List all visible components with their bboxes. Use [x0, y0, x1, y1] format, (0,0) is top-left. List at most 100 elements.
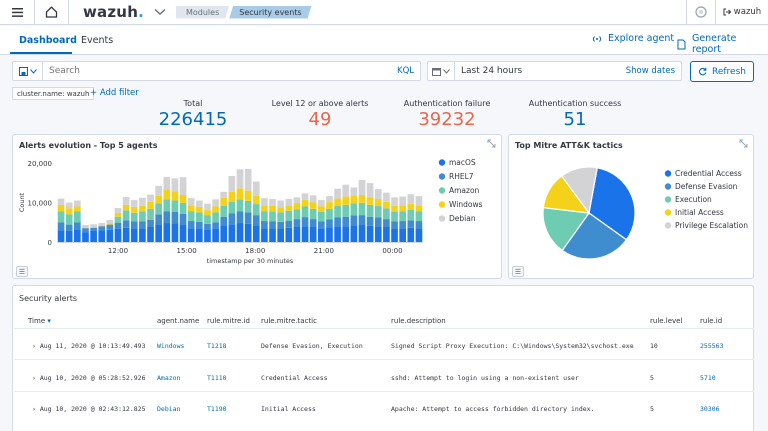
bar-segment-windows[interactable] [204, 210, 211, 216]
bar-segment-rhel7[interactable] [187, 221, 195, 229]
pie-slice-privilege-escalation[interactable] [560, 166, 598, 215]
legend-item-rhel7[interactable]: RHEL7 [449, 172, 474, 181]
bar-segment-windows[interactable] [415, 205, 423, 212]
bar-segment-macos[interactable] [228, 224, 236, 242]
bar-segment-windows[interactable] [293, 202, 301, 210]
bar-segment-windows[interactable] [114, 212, 122, 217]
bar-segment-amazon[interactable] [73, 211, 81, 223]
bar-segment-rhel7[interactable] [261, 221, 268, 229]
bar-segment-debian[interactable] [391, 197, 398, 206]
pie-slice-credential-access[interactable] [588, 167, 636, 241]
bar-segment-macos[interactable] [195, 228, 203, 242]
bar-segment-debian[interactable] [171, 178, 179, 192]
bar-segment-debian[interactable] [187, 198, 195, 206]
bar-segment-rhel7[interactable] [399, 221, 407, 229]
show-dates-link[interactable]: Show dates [625, 66, 675, 76]
bar-segment-rhel7[interactable] [326, 219, 333, 228]
bar-segment-debian[interactable] [155, 185, 163, 196]
bar-segment-debian[interactable] [179, 177, 187, 195]
bar-segment-macos[interactable] [163, 223, 171, 242]
bar-segment-rhel7[interactable] [57, 222, 65, 231]
bar-segment-windows[interactable] [147, 201, 154, 209]
bar-segment-debian[interactable] [82, 225, 89, 228]
menu-button[interactable] [0, 0, 35, 25]
saved-queries-button[interactable] [13, 62, 43, 80]
home-button[interactable] [35, 0, 69, 25]
bar-segment-rhel7[interactable] [73, 222, 81, 230]
bar-segment-macos[interactable] [415, 228, 423, 242]
column-header-time[interactable]: Time ▾ [28, 317, 51, 325]
bar-segment-macos[interactable] [285, 227, 293, 242]
bar-segment-debian[interactable] [139, 197, 146, 206]
bar-segment-debian[interactable] [73, 200, 81, 207]
cell-mitre-id[interactable]: T1110 [207, 374, 227, 382]
tab-dashboard[interactable]: Dashboard [19, 35, 77, 46]
bar-segment-amazon[interactable] [309, 208, 317, 220]
bar-segment-macos[interactable] [252, 225, 260, 242]
bar-segment-debian[interactable] [98, 223, 106, 226]
bar-segment-amazon[interactable] [147, 208, 154, 220]
bar-segment-amazon[interactable] [374, 206, 382, 218]
bar-segment-debian[interactable] [106, 219, 114, 224]
cell-rule-id[interactable]: 255563 [700, 342, 724, 350]
user-menu[interactable]: wazuh [716, 0, 768, 25]
bar-segment-debian[interactable] [244, 168, 252, 191]
legend-item[interactable]: Credential Access [675, 169, 742, 178]
bar-segment-debian[interactable] [236, 169, 244, 189]
bar-segment-debian[interactable] [293, 197, 301, 203]
cell-agent[interactable]: Windows [157, 342, 185, 350]
legend-item-debian[interactable]: Debian [449, 214, 476, 223]
bar-segment-amazon[interactable] [261, 211, 268, 222]
help-button[interactable] [686, 0, 716, 25]
bar-segment-windows[interactable] [399, 205, 407, 212]
bar-segment-macos[interactable] [374, 226, 382, 242]
bar-segment-macos[interactable] [236, 223, 244, 242]
column-header-mitre-tactic[interactable]: rule.mitre.tactic [261, 317, 317, 325]
bar-segment-rhel7[interactable] [293, 219, 301, 227]
bar-segment-amazon[interactable] [57, 211, 65, 223]
bar-segment-debian[interactable] [407, 194, 415, 204]
bar-segment-windows[interactable] [187, 205, 195, 212]
bar-segment-macos[interactable] [212, 228, 219, 242]
stat-value[interactable]: 226415 [158, 109, 228, 130]
bar-segment-rhel7[interactable] [155, 214, 163, 225]
bar-segment-macos[interactable] [407, 227, 415, 242]
bar-segment-amazon[interactable] [236, 199, 244, 212]
bar-segment-macos[interactable] [342, 226, 350, 242]
bar-segment-debian[interactable] [358, 179, 366, 195]
bar-segment-amazon[interactable] [212, 212, 219, 223]
bar-segment-rhel7[interactable] [317, 221, 325, 229]
bar-segment-rhel7[interactable] [374, 217, 382, 227]
bar-segment-amazon[interactable] [326, 208, 333, 220]
expand-row-icon[interactable]: › [32, 374, 40, 382]
stat-value[interactable]: 49 [308, 109, 332, 130]
bar-segment-rhel7[interactable] [366, 216, 374, 226]
bar-segment-debian[interactable] [269, 198, 276, 206]
bar-segment-macos[interactable] [82, 232, 89, 242]
bar-segment-windows[interactable] [244, 190, 252, 201]
bar-segment-amazon[interactable] [220, 205, 228, 217]
bar-segment-macos[interactable] [204, 229, 211, 242]
bar-segment-windows[interactable] [309, 202, 317, 209]
bar-segment-windows[interactable] [391, 205, 398, 212]
bar-segment-macos[interactable] [244, 223, 252, 242]
bar-segment-windows[interactable] [236, 188, 244, 200]
bar-segment-rhel7[interactable] [212, 222, 219, 229]
legend-item[interactable]: Initial Access [675, 208, 724, 217]
bar-segment-amazon[interactable] [228, 201, 236, 214]
bar-segment-debian[interactable] [301, 193, 309, 200]
cell-mitre-id[interactable]: T1218 [207, 342, 227, 350]
bar-segment-macos[interactable] [155, 224, 163, 242]
bar-segment-rhel7[interactable] [252, 215, 260, 226]
bar-segment-macos[interactable] [366, 225, 374, 242]
bar-segment-rhel7[interactable] [334, 217, 341, 227]
bar-segment-windows[interactable] [326, 202, 333, 209]
bar-segment-rhel7[interactable] [407, 220, 415, 228]
bar-segment-debian[interactable] [130, 200, 138, 207]
query-language-toggle[interactable]: KQL [397, 66, 414, 76]
column-header-description[interactable]: rule.description [391, 317, 446, 325]
bar-segment-amazon[interactable] [383, 208, 390, 220]
bar-segment-rhel7[interactable] [65, 224, 73, 231]
legend-item[interactable]: Defense Evasion [675, 182, 738, 191]
time-range-value[interactable]: Last 24 hours [461, 66, 523, 76]
